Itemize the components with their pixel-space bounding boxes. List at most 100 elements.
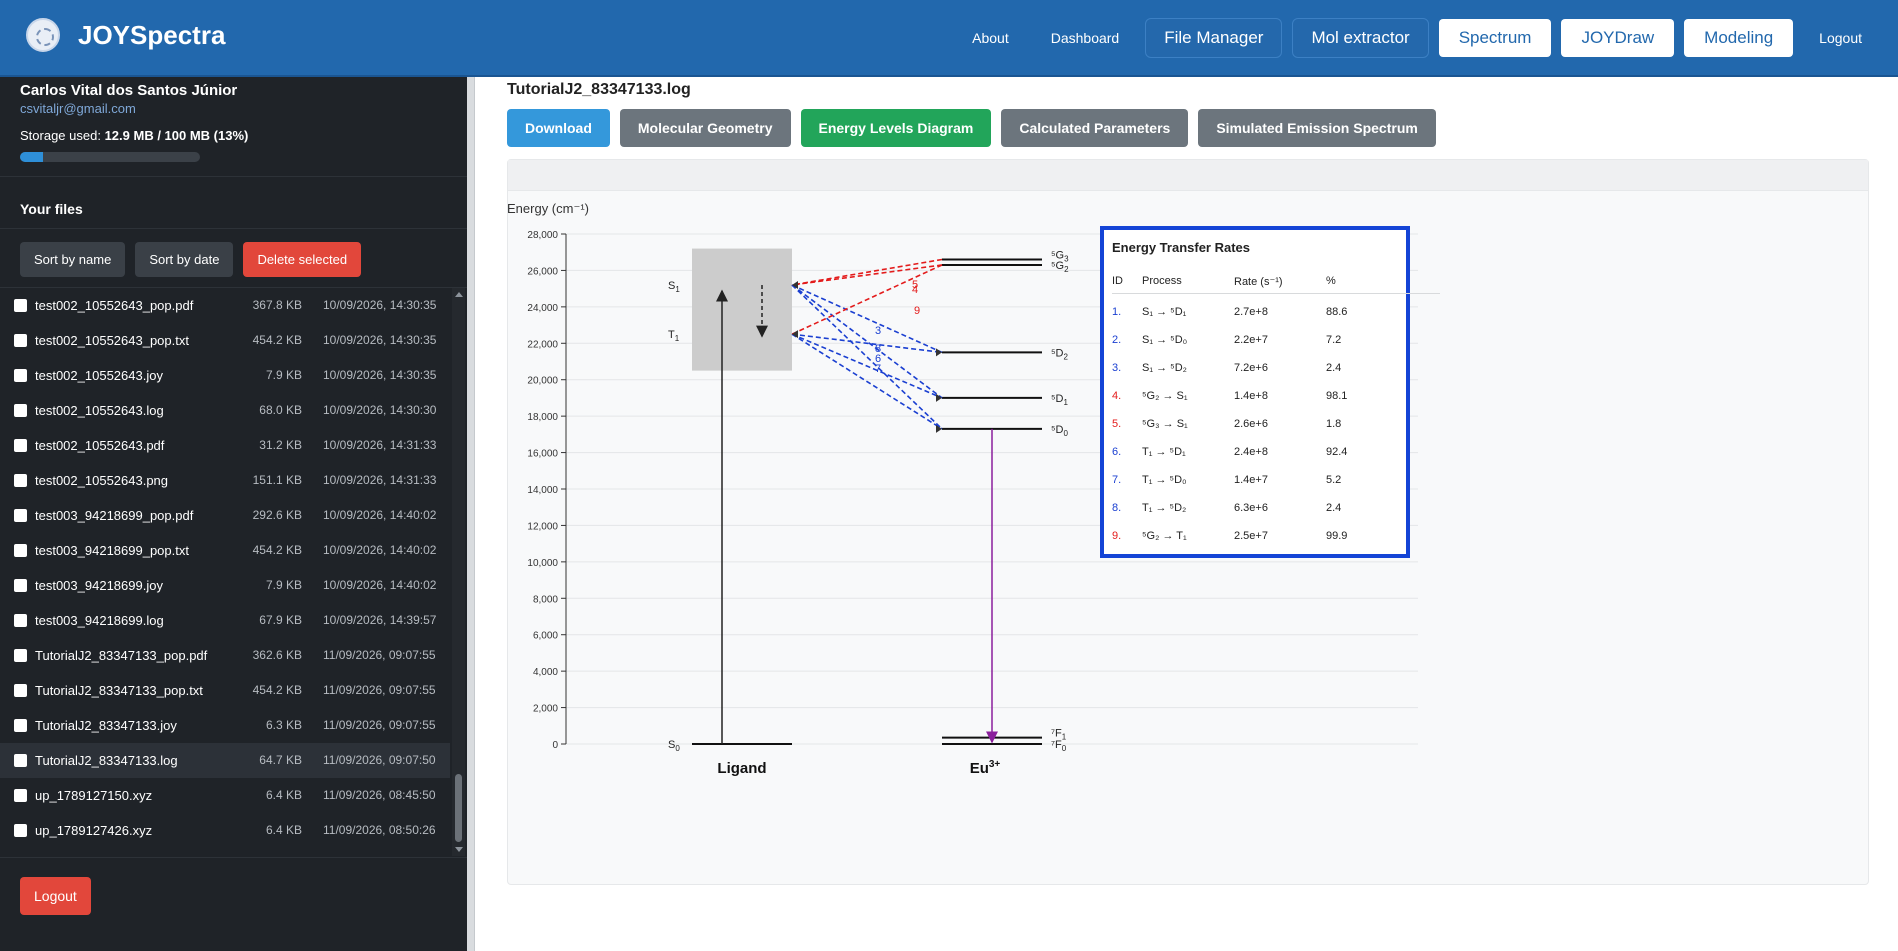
storage-label: Storage used: 12.9 MB / 100 MB (13%) — [20, 128, 248, 143]
file-row[interactable]: TutorialJ2_83347133.joy 6.3 KB 11/09/2026,… — [0, 708, 450, 743]
file-row[interactable]: test003_94218699_pop.pdf 292.6 KB 10/09/20… — [0, 498, 450, 533]
y-tick-label: 20,000 — [527, 376, 558, 387]
file-row[interactable]: test002_10552643.joy 7.9 KB 10/09/2026, 14… — [0, 358, 450, 393]
file-checkbox[interactable] — [14, 754, 27, 767]
file-name[interactable]: test003_94218699.joy — [35, 578, 163, 593]
tab-energy-levels-diagram[interactable]: Energy Levels Diagram — [800, 109, 992, 147]
file-name[interactable]: test002_10552643.pdf — [35, 438, 165, 453]
transfer-line — [791, 333, 943, 354]
file-name[interactable]: test002_10552643.joy — [35, 368, 163, 383]
nav-modeling[interactable]: Modeling — [1684, 19, 1794, 57]
file-checkbox[interactable] — [14, 614, 27, 627]
file-row[interactable]: TutorialJ2_83347133.log 64.7 KB 11/09/2026… — [0, 743, 450, 778]
sort-by-date-button[interactable]: Sort by date — [135, 242, 234, 277]
transfer-line — [791, 258, 943, 286]
file-checkbox[interactable] — [14, 579, 27, 592]
file-name[interactable]: test002_10552643_pop.pdf — [35, 298, 194, 313]
nav-mol-extractor[interactable]: Mol extractor — [1292, 18, 1429, 58]
file-row[interactable]: test002_10552643_pop.pdf 367.8 KB 10/09/20… — [0, 288, 450, 323]
scroll-thumb[interactable] — [455, 774, 462, 842]
file-row[interactable]: TutorialJ2_83347133_pop.txt 454.2 KB 11/09… — [0, 673, 450, 708]
ligand-excited-band — [692, 248, 792, 371]
nav-spectrum[interactable]: Spectrum — [1438, 19, 1552, 57]
file-name[interactable]: test002_10552643.png — [35, 473, 169, 488]
transfer-label: 7 — [875, 363, 881, 375]
file-size: 7.9 KB — [265, 368, 302, 382]
file-name[interactable]: up_1789127426.xyz — [35, 823, 153, 838]
eu-level-label: ⁵D2 — [1051, 347, 1069, 361]
legend-row: 1. S₁ → ⁵D₁ 2.7e+8 88.6 — [1104, 298, 1404, 326]
transfer-line — [791, 333, 943, 430]
file-name[interactable]: TutorialJ2_83347133.joy — [35, 718, 177, 733]
tab-simulated-emission-spectrum[interactable]: Simulated Emission Spectrum — [1198, 109, 1436, 147]
file-name[interactable]: test002_10552643.log — [35, 403, 164, 418]
file-checkbox[interactable] — [14, 544, 27, 557]
file-checkbox[interactable] — [14, 649, 27, 662]
file-row[interactable]: test003_94218699.joy 7.9 KB 10/09/2026, 14… — [0, 568, 450, 603]
sort-by-name-button[interactable]: Sort by name — [20, 242, 126, 277]
nav-logout[interactable]: Logout — [1819, 30, 1862, 46]
file-checkbox[interactable] — [14, 509, 27, 522]
tab-molecular-geometry[interactable]: Molecular Geometry — [619, 109, 791, 147]
legend-id: 1. — [1112, 306, 1122, 318]
file-size: 6.3 KB — [265, 718, 302, 732]
file-checkbox[interactable] — [14, 719, 27, 732]
storage-progress-bar — [20, 152, 200, 162]
file-row[interactable]: test002_10552643_pop.txt 454.2 KB 10/09/20… — [0, 323, 450, 358]
file-checkbox[interactable] — [14, 439, 27, 452]
file-name[interactable]: test003_94218699.log — [35, 613, 164, 628]
file-checkbox[interactable] — [14, 824, 27, 837]
brand[interactable]: JOYSpectra — [26, 18, 225, 52]
y-tick-label: 6,000 — [533, 631, 558, 642]
file-name[interactable]: TutorialJ2_83347133_pop.txt — [35, 683, 203, 698]
tab-download[interactable]: Download — [507, 109, 610, 147]
legend-id: 7. — [1112, 474, 1122, 486]
file-name[interactable]: TutorialJ2_83347133.log — [35, 753, 178, 768]
divider — [0, 176, 467, 177]
file-checkbox[interactable] — [14, 684, 27, 697]
tab-calculated-parameters[interactable]: Calculated Parameters — [1001, 109, 1189, 147]
sidebar-resize-handle[interactable] — [467, 77, 475, 951]
legend-percent: 99.9 — [1326, 530, 1348, 542]
file-checkbox[interactable] — [14, 474, 27, 487]
file-name[interactable]: test003_94218699_pop.pdf — [35, 508, 194, 523]
scroll-down-icon[interactable] — [455, 847, 463, 852]
file-list-scrollbar[interactable] — [452, 288, 465, 856]
file-row[interactable]: test003_94218699_pop.txt 454.2 KB 10/09/20… — [0, 533, 450, 568]
file-checkbox[interactable] — [14, 789, 27, 802]
nav-menu: About Dashboard File Manager Mol extractor S… — [956, 18, 1878, 58]
delete-selected-button[interactable]: Delete selected — [243, 242, 362, 277]
file-name[interactable]: up_1789127150.xyz — [35, 788, 153, 803]
file-row[interactable]: up_1789127426.xyz 6.4 KB 11/09/2026, 08:50… — [0, 813, 450, 848]
nav-dashboard[interactable]: Dashboard — [1050, 30, 1120, 46]
file-title: TutorialJ2_83347133.log — [507, 81, 691, 98]
file-row[interactable]: test002_10552643.log 68.0 KB 10/09/2026, 1… — [0, 393, 450, 428]
file-row[interactable]: test002_10552643.pdf 31.2 KB 10/09/2026, 1… — [0, 428, 450, 463]
file-name[interactable]: TutorialJ2_83347133_pop.pdf — [35, 648, 208, 663]
file-row[interactable]: TutorialJ2_83347133_pop.pdf 362.6 KB 11/09… — [0, 638, 450, 673]
file-checkbox[interactable] — [14, 404, 27, 417]
file-name[interactable]: test002_10552643_pop.txt — [35, 333, 189, 348]
nav-joydraw[interactable]: JOYDraw — [1561, 19, 1675, 57]
legend-id: 2. — [1112, 334, 1122, 346]
legend-id: 4. — [1112, 390, 1122, 402]
nav-about[interactable]: About — [972, 30, 1009, 46]
file-row[interactable]: test002_10552643.png 151.1 KB 10/09/2026, … — [0, 463, 450, 498]
file-size: 151.1 KB — [252, 473, 302, 487]
file-size: 68.0 KB — [259, 403, 302, 417]
transfer-line — [791, 284, 943, 430]
file-checkbox[interactable] — [14, 299, 27, 312]
file-checkbox[interactable] — [14, 334, 27, 347]
file-row[interactable]: test003_94218699.log 67.9 KB 10/09/2026, 1… — [0, 603, 450, 638]
legend-title: Energy Transfer Rates — [1112, 240, 1251, 255]
y-tick-label: 10,000 — [527, 558, 558, 569]
file-checkbox[interactable] — [14, 369, 27, 382]
file-date: 10/09/2026, 14:30:35 — [323, 333, 437, 347]
nav-file-manager[interactable]: File Manager — [1145, 18, 1283, 58]
sidebar-logout-button[interactable]: Logout — [20, 877, 91, 915]
file-row[interactable]: up_1789127150.xyz 6.4 KB 11/09/2026, 08:45… — [0, 778, 450, 813]
legend-process: T₁ → ⁵D₀ — [1142, 474, 1187, 486]
eu-level-label: ⁵D1 — [1051, 393, 1069, 407]
scroll-up-icon[interactable] — [455, 292, 463, 297]
file-name[interactable]: test003_94218699_pop.txt — [35, 543, 189, 558]
